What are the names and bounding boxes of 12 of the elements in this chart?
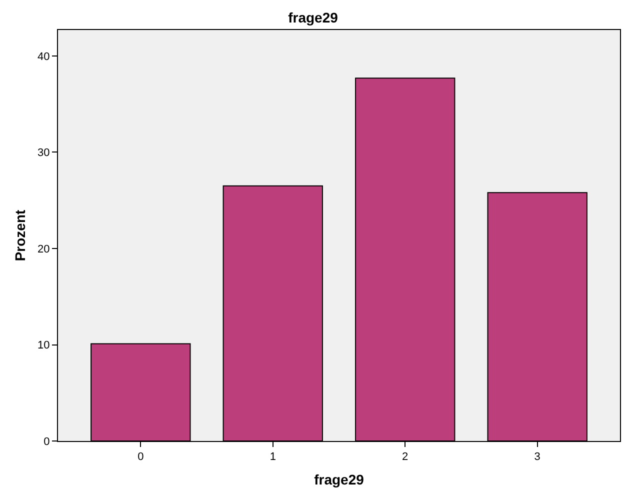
y-tick-label: 40 bbox=[38, 50, 50, 63]
y-axis-title: Prozent bbox=[12, 209, 28, 262]
x-tick-label: 0 bbox=[138, 451, 144, 464]
y-tick-label: 20 bbox=[38, 243, 50, 256]
x-axis-title: frage29 bbox=[314, 472, 364, 488]
chart-title: frage29 bbox=[288, 9, 338, 26]
y-tick-label: 0 bbox=[44, 436, 50, 448]
x-tick-label: 2 bbox=[402, 451, 408, 464]
y-tick-label: 10 bbox=[38, 340, 50, 352]
y-tick-label: 30 bbox=[38, 147, 50, 160]
x-tick-label: 1 bbox=[270, 451, 276, 464]
x-tick-label: 3 bbox=[534, 451, 540, 464]
